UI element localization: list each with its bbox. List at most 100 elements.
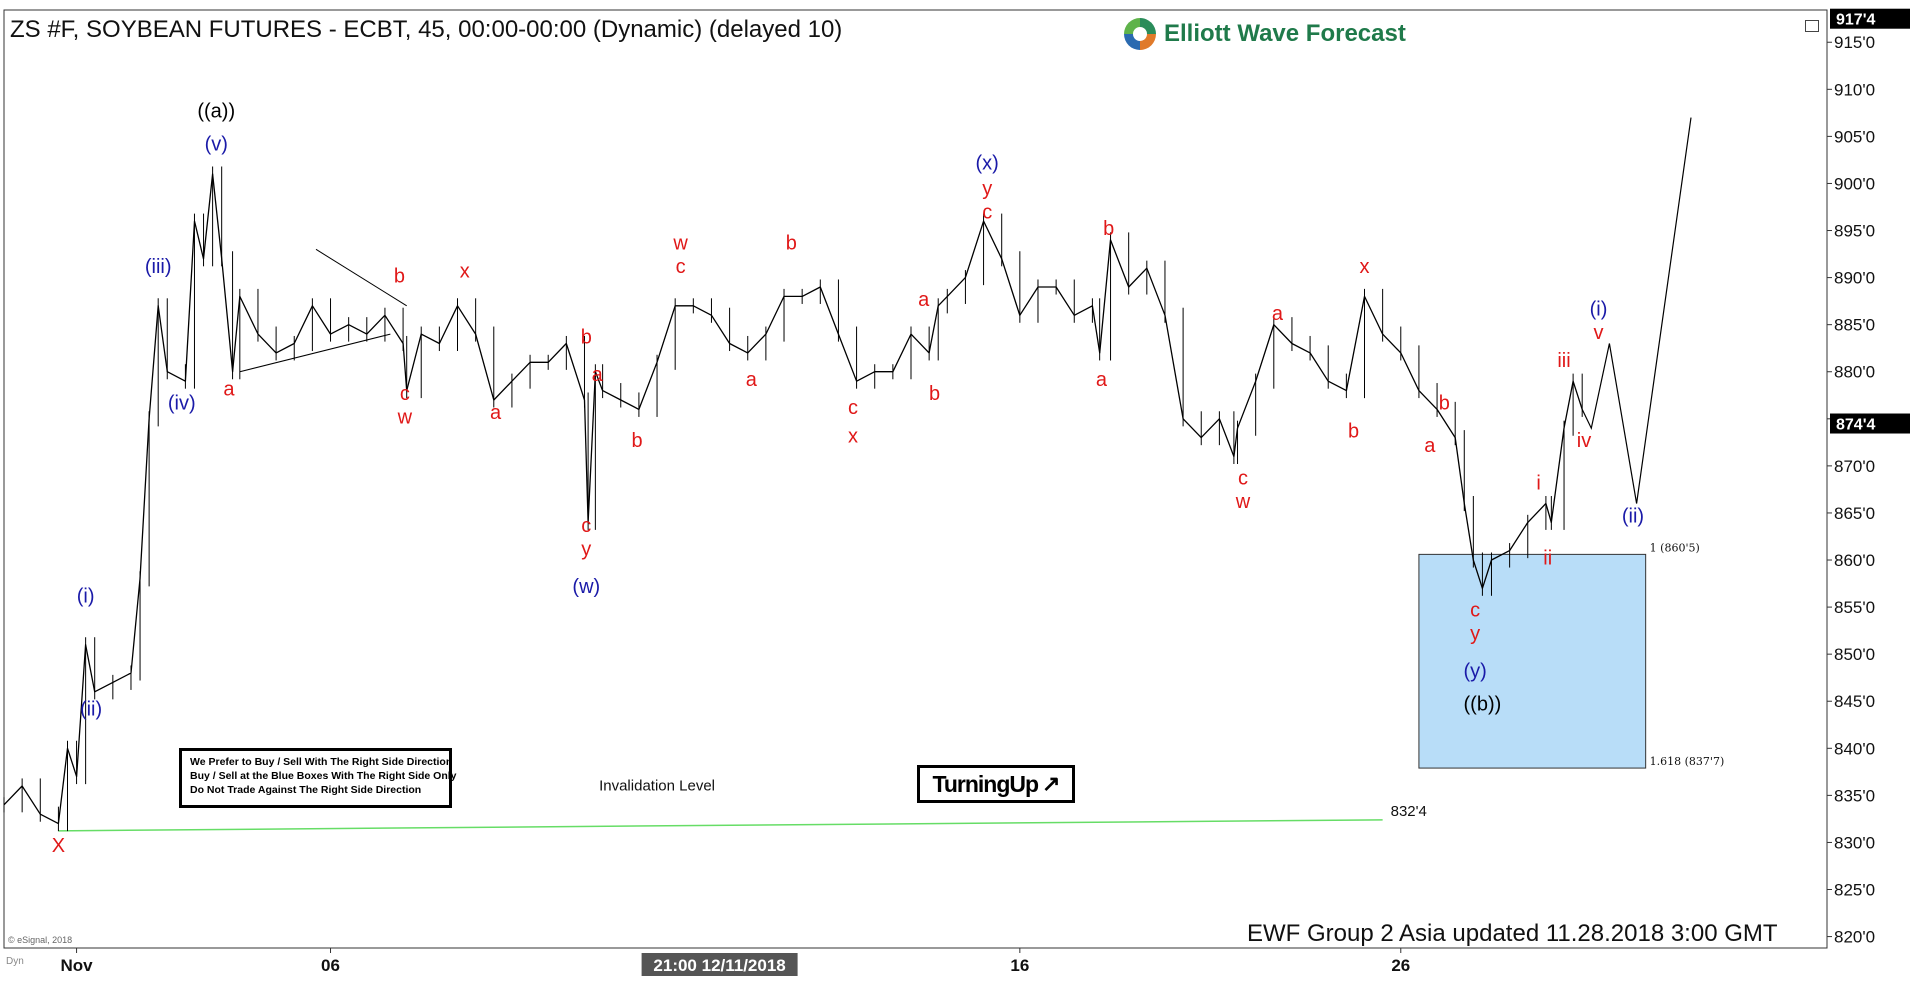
price-tick-label: 845'0 xyxy=(1834,692,1875,711)
price-tick-label: 895'0 xyxy=(1834,222,1875,241)
price-tick-label: 855'0 xyxy=(1834,598,1875,617)
date-tick-label: 26 xyxy=(1391,956,1410,975)
wave-labels: ((a))(v)(iii)(iv)(i)(ii)Xabcwxabcy(w)abw… xyxy=(52,101,1644,857)
wave-label: c xyxy=(982,201,992,223)
turning-up-label: TurningUp xyxy=(932,770,1040,797)
wave-label: (w) xyxy=(572,576,600,598)
price-tag-box xyxy=(1830,413,1910,434)
wave-label: c xyxy=(848,397,858,419)
price-tag-label: 874'4 xyxy=(1836,417,1876,434)
wave-label: b xyxy=(786,232,797,254)
invalidation-level-label: Invalidation Level xyxy=(599,778,715,795)
price-tick-label: 830'0 xyxy=(1834,833,1875,852)
wave-label: (v) xyxy=(205,134,228,156)
invalidation-layer: 832'4 Invalidation Level xyxy=(58,778,1427,832)
price-tick-label: 905'0 xyxy=(1834,127,1875,146)
blue-box-bottom-label: 1.618 (837'7) xyxy=(1650,755,1725,768)
wave-label: y xyxy=(581,538,591,560)
wave-label: (iii) xyxy=(145,256,172,278)
wave-label: ((b)) xyxy=(1464,694,1502,716)
wave-label: (iv) xyxy=(168,392,196,414)
price-tag-label: 917'4 xyxy=(1836,12,1876,29)
price-tick-label: 900'0 xyxy=(1834,174,1875,193)
price-tick-label: 840'0 xyxy=(1834,739,1875,758)
wave-label: a xyxy=(1272,303,1284,325)
wave-label: b xyxy=(1439,392,1450,414)
wave-label: a xyxy=(490,402,502,424)
projection-path xyxy=(1581,117,1692,504)
wave-label: w xyxy=(397,407,413,429)
arrow-up-right-icon: ↗ xyxy=(1042,771,1060,796)
price-tick-label: 865'0 xyxy=(1834,504,1875,523)
blue-box-top-label: 1 (860'5) xyxy=(1650,541,1700,554)
wave-label: a xyxy=(592,364,604,386)
wave-label: (y) xyxy=(1463,661,1486,683)
notice-line: Do Not Trade Against The Right Side Dire… xyxy=(190,784,422,796)
wave-label: b xyxy=(929,383,940,405)
wave-label: iii xyxy=(1557,350,1570,372)
blue-box-layer: 1 (860'5) 1.618 (837'7) xyxy=(1418,541,1725,769)
price-tick-label: 885'0 xyxy=(1834,316,1875,335)
date-axis: Nov 06 16 26 21:00 12/11/2018 xyxy=(4,947,1827,976)
triangle-lower-line xyxy=(239,333,391,373)
esignal-copyright: © eSignal, 2018 xyxy=(8,935,73,945)
wave-label: a xyxy=(746,369,758,391)
wave-label: a xyxy=(918,289,930,311)
price-tick-label: 890'0 xyxy=(1834,269,1875,288)
triangle-upper-line xyxy=(315,248,407,307)
price-tick-label: 910'0 xyxy=(1834,80,1875,99)
fibonacci-blue-box xyxy=(1418,553,1647,769)
dyn-label: Dyn xyxy=(6,956,24,967)
price-tick-label: 880'0 xyxy=(1834,363,1875,382)
wave-label: b xyxy=(632,430,643,452)
wave-label: y xyxy=(1470,623,1480,645)
wave-label: (ii) xyxy=(1622,505,1644,527)
update-footer: EWF Group 2 Asia updated 11.28.2018 3:00… xyxy=(1247,920,1778,947)
chart-title: ZS #F, SOYBEAN FUTURES - ECBT, 45, 00:00… xyxy=(10,16,843,43)
price-tag-box xyxy=(1830,8,1910,29)
notice-line: Buy / Sell at the Blue Boxes With The Ri… xyxy=(190,770,457,782)
wave-label: (i) xyxy=(1590,298,1608,320)
invalidation-line xyxy=(58,819,1383,832)
globe-icon xyxy=(1124,18,1156,50)
price-series xyxy=(3,117,1692,832)
wave-label: (i) xyxy=(77,585,95,607)
triangle-pattern xyxy=(239,248,407,373)
wave-label: a xyxy=(223,378,235,400)
wave-label: (x) xyxy=(976,152,999,174)
wave-label: c xyxy=(581,515,591,537)
price-tick-label: 835'0 xyxy=(1834,786,1875,805)
brand-logo[interactable]: Elliott Wave Forecast xyxy=(1124,18,1406,50)
price-axis: 915'0 910'0 905'0 900'0 895'0 890'0 885'0 880'0… xyxy=(1826,8,1910,948)
wave-label: (ii) xyxy=(80,698,102,720)
wave-label: i xyxy=(1536,472,1540,494)
wave-label: a xyxy=(1096,369,1108,391)
invalidation-value-label: 832'4 xyxy=(1391,803,1427,820)
price-tick-label: 860'0 xyxy=(1834,551,1875,570)
brand-name: Elliott Wave Forecast xyxy=(1164,20,1406,47)
wave-label: x xyxy=(1360,256,1370,278)
wave-label: ii xyxy=(1543,548,1552,570)
price-tick-label: 870'0 xyxy=(1834,457,1875,476)
wave-label: x xyxy=(460,261,470,283)
date-tick-label: 06 xyxy=(321,956,340,975)
price-tick-label: 850'0 xyxy=(1834,645,1875,664)
date-tick-label: 16 xyxy=(1010,956,1029,975)
price-tick-label: 915'0 xyxy=(1834,33,1875,52)
crosshair-date-box xyxy=(641,953,798,976)
wave-label: y xyxy=(982,178,992,200)
wave-label: c xyxy=(1470,600,1480,622)
notice-line: We Prefer to Buy / Sell With The Right S… xyxy=(190,756,453,768)
price-tick-label: 820'0 xyxy=(1834,928,1875,947)
wave-label: c xyxy=(1238,468,1248,490)
wave-label: a xyxy=(1424,435,1436,457)
wave-label: w xyxy=(672,232,688,254)
wave-label: ((a)) xyxy=(197,101,235,123)
trading-notice: We Prefer to Buy / Sell With The Right S… xyxy=(179,748,457,808)
price-path xyxy=(3,173,1583,825)
window-restore-icon[interactable] xyxy=(1805,20,1819,32)
turning-up-badge: TurningUp ↗ xyxy=(917,765,1075,803)
wave-label: b xyxy=(1348,421,1359,443)
wave-label: c xyxy=(400,383,410,405)
